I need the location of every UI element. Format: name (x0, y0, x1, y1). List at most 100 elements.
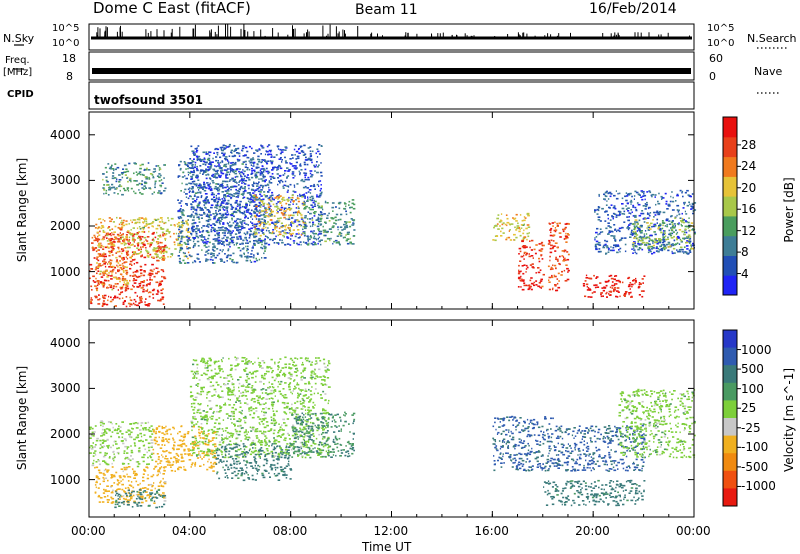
heatmap-cell (156, 175, 160, 177)
heatmap-cell (143, 470, 147, 472)
heatmap-cell (667, 238, 670, 240)
heatmap-cell (141, 230, 144, 233)
heatmap-cell (136, 218, 140, 221)
heatmap-cell (638, 282, 641, 284)
heatmap-cell (563, 228, 566, 231)
heatmap-cell (690, 244, 692, 247)
heatmap-cell (127, 492, 130, 494)
heatmap-cell (527, 284, 530, 287)
heatmap-cell (259, 191, 262, 193)
heatmap-cell (128, 287, 130, 290)
heatmap-cell (202, 160, 206, 163)
heatmap-cell (690, 245, 693, 248)
heatmap-cell (244, 217, 246, 219)
heatmap-cell (118, 264, 122, 267)
heatmap-cell (616, 245, 620, 247)
heatmap-cell (292, 229, 295, 231)
heatmap-cell (107, 447, 109, 449)
heatmap-cell (643, 233, 645, 235)
heatmap-cell (285, 162, 288, 164)
heatmap-cell (106, 240, 109, 242)
heatmap-cell (191, 219, 195, 221)
heatmap-cell (686, 237, 689, 239)
heatmap-cell (160, 480, 162, 482)
heatmap-cell (199, 170, 203, 172)
heatmap-cell (214, 234, 217, 237)
heatmap-cell (216, 153, 219, 156)
heatmap-cell (254, 170, 256, 173)
heatmap-cell (645, 205, 648, 208)
heatmap-cell (273, 198, 275, 201)
heatmap-cell (631, 295, 633, 298)
heatmap-cell (279, 148, 282, 151)
heatmap-cell (670, 227, 672, 229)
heatmap-cell (264, 175, 266, 178)
heatmap-cell (685, 252, 689, 255)
heatmap-cell (123, 468, 127, 471)
heatmap-cell (221, 182, 224, 185)
heatmap-cell (179, 160, 182, 163)
heatmap-cell (255, 176, 258, 179)
heatmap-cell (212, 249, 215, 251)
heatmap-cell (351, 243, 355, 245)
heatmap-cell (523, 264, 526, 266)
heatmap-cell (597, 233, 599, 236)
heatmap-cell (660, 248, 664, 250)
heatmap-cell (191, 160, 195, 163)
heatmap-cell (93, 431, 96, 433)
heatmap-cell (634, 228, 637, 230)
heatmap-cell (176, 238, 179, 241)
heatmap-cell (89, 270, 91, 272)
heatmap-cell (94, 450, 97, 452)
heatmap-cell (152, 257, 155, 259)
heatmap-cell (540, 241, 544, 244)
heatmap-cell (253, 236, 256, 239)
heatmap-cell (684, 210, 686, 213)
heatmap-cell (535, 284, 538, 286)
heatmap-cell (102, 178, 104, 181)
heatmap-cell (316, 183, 319, 186)
heatmap-cell (261, 210, 264, 212)
heatmap-cell (241, 227, 244, 230)
heatmap-cell (105, 179, 108, 182)
heatmap-cell (520, 255, 523, 258)
heatmap-cell (198, 213, 200, 216)
heatmap-cell (689, 238, 692, 240)
heatmap-cell (258, 218, 261, 220)
heatmap-cell (125, 286, 128, 288)
heatmap-cell (298, 170, 300, 173)
heatmap-cell (585, 274, 588, 277)
heatmap-cell (295, 203, 298, 205)
heatmap-cell (349, 211, 352, 214)
heatmap-cell (686, 248, 689, 250)
heatmap-cell (161, 496, 164, 498)
heatmap-cell (97, 284, 99, 287)
heatmap-cell (260, 214, 263, 216)
heatmap-cell (240, 222, 242, 224)
heatmap-cell (297, 220, 301, 223)
heatmap-cell (640, 190, 643, 192)
heatmap-cell (131, 427, 133, 430)
heatmap-cell (111, 476, 114, 478)
heatmap-cell (352, 207, 356, 210)
heatmap-cell (157, 270, 160, 273)
heatmap-cell (125, 223, 128, 226)
heatmap-cell (97, 459, 100, 461)
heatmap-cell (566, 267, 569, 270)
heatmap-cell (278, 233, 282, 236)
heatmap-cell (250, 164, 252, 166)
heatmap-cell (103, 252, 105, 254)
heatmap-cell (228, 187, 230, 190)
heatmap-cell (96, 289, 98, 291)
heatmap-cell (144, 263, 147, 266)
heatmap-cell (614, 244, 618, 246)
heatmap-cell (307, 176, 310, 179)
heatmap-cell (201, 187, 205, 190)
heatmap-cell (254, 173, 257, 175)
heatmap-cell (548, 276, 551, 279)
heatmap-cell (187, 171, 190, 174)
heatmap-cell (657, 200, 659, 203)
heatmap-cell (584, 280, 587, 282)
heatmap-cell (149, 173, 153, 175)
heatmap-cell (238, 203, 241, 206)
